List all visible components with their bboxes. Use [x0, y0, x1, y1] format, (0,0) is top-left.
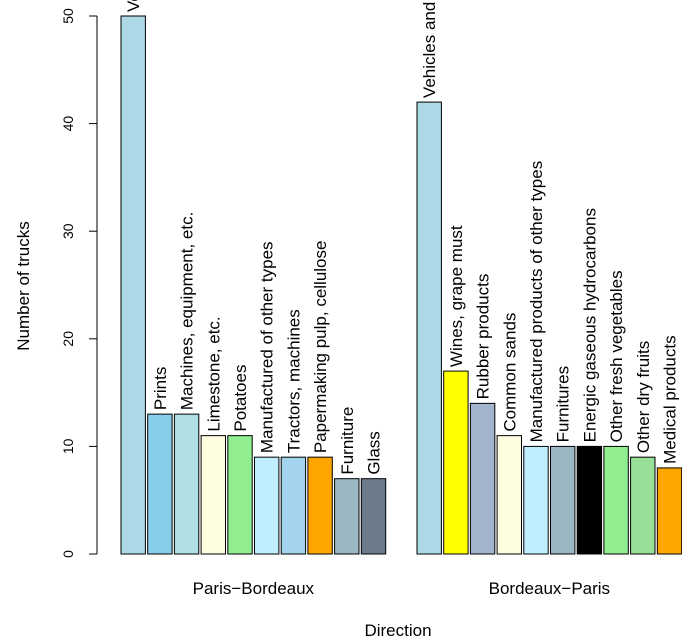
bar-label: Manufactured of other types — [258, 241, 277, 453]
y-tick-label: 0 — [60, 550, 76, 558]
y-tick-label: 50 — [60, 8, 76, 24]
y-tick-label: 30 — [60, 223, 76, 239]
bar — [603, 445, 629, 555]
bar — [120, 15, 146, 555]
y-tick-label: 20 — [60, 331, 76, 347]
bars — [120, 15, 682, 555]
bar-label: Potatoes — [231, 365, 250, 432]
group-label: Paris−Bordeaux — [193, 579, 315, 598]
bar-label: Tractors, machines — [284, 309, 303, 453]
bar-label: Machines, equipment, etc. — [178, 212, 197, 410]
bar-label: Glass — [365, 431, 384, 474]
bar — [307, 456, 333, 555]
y-tick-label: 10 — [60, 438, 76, 454]
group-labels: Paris−Bordeaux Bordeaux−Paris — [193, 579, 610, 598]
bar — [469, 402, 496, 555]
bar — [443, 370, 469, 555]
bar-label: Wines, grape must — [447, 225, 466, 367]
bar-label: Medical products — [661, 335, 680, 464]
bar-label: Energic gaseous hydrocarbons — [580, 208, 599, 442]
bar-label: Papermaking pulp, cellulose — [311, 241, 330, 454]
bar-label: Vehicles and transport materials — [420, 0, 439, 98]
bar-label: Other fresh vegetables — [607, 270, 626, 442]
bar — [200, 435, 227, 555]
bar — [576, 445, 603, 555]
y-axis: 0 10 20 30 40 50 — [60, 8, 98, 558]
bar — [173, 413, 200, 555]
bar — [360, 478, 387, 555]
bar — [334, 478, 360, 555]
y-tick-label: 40 — [60, 116, 76, 132]
bar — [656, 467, 682, 555]
bar — [550, 445, 576, 555]
bar — [496, 435, 523, 555]
bar-label: Vehicles and transport materials — [124, 0, 143, 12]
bar-label: Limestone, etc. — [204, 316, 223, 431]
bar — [523, 445, 549, 555]
group-label: Bordeaux−Paris — [489, 579, 610, 598]
y-axis-title: Number of trucks — [14, 221, 33, 350]
bar — [227, 435, 253, 555]
bar — [254, 456, 280, 555]
bar-label: Furniture — [338, 407, 357, 475]
bar-label: Furnitures — [554, 366, 573, 443]
bar — [280, 456, 307, 555]
bar — [630, 456, 656, 555]
bar — [147, 413, 173, 555]
bar — [416, 101, 442, 555]
bar-label: Manufactured products of other types — [527, 161, 546, 443]
bar-labels: Vehicles and transport materials Prints Ma… — [124, 0, 679, 475]
bar-label: Other dry fruits — [634, 341, 653, 453]
x-axis-title: Direction — [364, 621, 431, 640]
bar-label: Rubber products — [474, 274, 493, 400]
bar-label: Prints — [151, 367, 170, 410]
bar-label: Common sands — [500, 313, 519, 432]
